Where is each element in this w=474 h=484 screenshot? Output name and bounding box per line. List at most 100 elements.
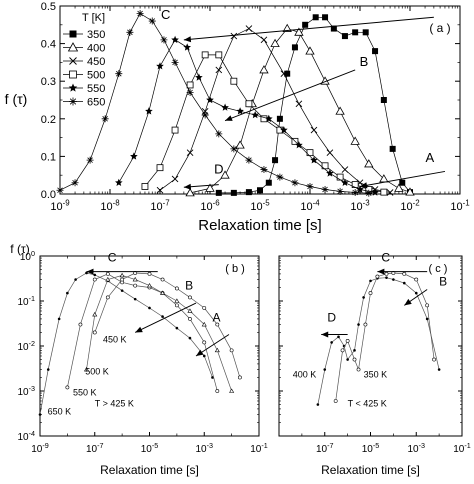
x-tick-label: 10-8 xyxy=(100,199,120,213)
data-point xyxy=(280,70,288,77)
y-tick-label: 0.4 xyxy=(41,39,56,51)
data-point xyxy=(215,389,220,393)
y-tick-label: 10-4 xyxy=(17,429,35,443)
panel-a-frame xyxy=(59,5,461,195)
data-point xyxy=(356,185,364,193)
data-point xyxy=(384,272,389,276)
data-point xyxy=(380,97,387,103)
data-point xyxy=(414,277,419,282)
data-point xyxy=(71,179,79,187)
data-point xyxy=(322,14,329,21)
x-tick-label: 10-7 xyxy=(86,441,104,455)
x-axis-label: Relaxation time [s] xyxy=(198,217,321,234)
y-tick-label: 0.2 xyxy=(41,114,56,126)
data-point xyxy=(276,173,284,181)
data-point xyxy=(175,326,179,330)
x-tick-label: 10-6 xyxy=(200,199,220,213)
data-point xyxy=(187,308,193,313)
panel-c: 10-7 10-5 10-3 10-1 Relaxation time [s] ( c )… xyxy=(278,251,471,477)
data-point xyxy=(265,179,272,186)
x-tick-label: 10-5 xyxy=(362,441,380,455)
y-tick-label: 10-2 xyxy=(17,339,35,353)
annotation-arrow xyxy=(359,170,446,187)
data-point xyxy=(171,58,179,66)
data-point xyxy=(65,385,70,390)
x-axis-label: Relaxation time [s] xyxy=(321,463,420,477)
arrow-a-head xyxy=(196,349,204,356)
data-point xyxy=(146,282,153,288)
annotation-a: A xyxy=(212,311,220,325)
data-point xyxy=(353,349,356,352)
data-point xyxy=(245,189,252,196)
y-tick-label: 10-1 xyxy=(17,294,35,308)
data-point xyxy=(364,159,374,168)
data-point xyxy=(115,70,123,78)
data-point xyxy=(186,149,194,156)
annotation-b: B xyxy=(439,275,447,289)
data-point xyxy=(141,183,149,190)
data-point xyxy=(171,175,179,183)
data-point xyxy=(235,140,245,149)
y-tick-label: 0.5 xyxy=(41,1,56,13)
data-point xyxy=(229,348,234,353)
data-point xyxy=(437,368,441,371)
data-point xyxy=(341,33,348,40)
data-point xyxy=(330,25,337,32)
data-point xyxy=(215,130,223,138)
annotation-a: A xyxy=(426,150,435,165)
data-point xyxy=(85,271,88,275)
data-point xyxy=(133,297,137,301)
panel-a: 10-9 10-8 10-7 10-6 10-5 10-4 10-3 10-2 10-1 0.0 0… xyxy=(5,1,471,234)
data-point xyxy=(195,73,203,81)
data-point xyxy=(57,317,61,321)
data-point xyxy=(425,317,429,321)
annotation-350-k: 350 K xyxy=(364,369,388,379)
data-point xyxy=(386,189,394,196)
data-point xyxy=(115,178,123,186)
annotation-t-425-k: T > 425 K xyxy=(95,399,134,409)
x-tick-label: 10-9 xyxy=(31,441,49,455)
arrow-b xyxy=(134,302,197,333)
series-500-k xyxy=(83,272,235,393)
data-point xyxy=(160,277,165,282)
data-point xyxy=(174,286,179,291)
data-point xyxy=(83,366,90,372)
data-point xyxy=(352,29,359,36)
series-650 xyxy=(56,10,373,197)
x-tick-label: 10-1 xyxy=(450,199,470,213)
data-point xyxy=(369,279,372,283)
data-point xyxy=(171,35,179,44)
data-point xyxy=(215,322,220,327)
x-tick-label: 10-3 xyxy=(350,199,370,213)
data-point xyxy=(186,81,194,89)
series-line xyxy=(94,272,241,378)
data-point xyxy=(340,348,345,353)
legend-label: 450 xyxy=(87,56,105,68)
annotation-500-k: 500 K xyxy=(85,367,109,377)
y-axis-label: f (τ) xyxy=(5,91,28,107)
panel-label: ( c ) xyxy=(429,263,448,275)
data-point xyxy=(375,274,380,279)
data-point xyxy=(392,278,395,281)
data-point xyxy=(230,189,237,196)
annotation-b: B xyxy=(360,54,369,69)
x-tick-label: 10-1 xyxy=(250,441,268,455)
x-tick-label: 10-4 xyxy=(300,199,320,213)
y-axis-label: f (τ) xyxy=(10,242,29,256)
data-point xyxy=(156,62,164,70)
data-point xyxy=(78,322,83,327)
annotation-arrow xyxy=(224,69,356,122)
legend-label: 400 xyxy=(87,43,105,55)
data-point xyxy=(326,149,334,156)
series-500 xyxy=(141,51,388,196)
series-line xyxy=(39,272,213,415)
data-point xyxy=(188,317,192,321)
data-point xyxy=(306,149,314,157)
data-point xyxy=(132,276,138,282)
data-point xyxy=(145,107,153,115)
data-point xyxy=(323,368,327,371)
annotation-c: C xyxy=(161,7,170,22)
series-line xyxy=(159,28,391,193)
data-point xyxy=(86,156,94,164)
data-point xyxy=(215,189,222,196)
